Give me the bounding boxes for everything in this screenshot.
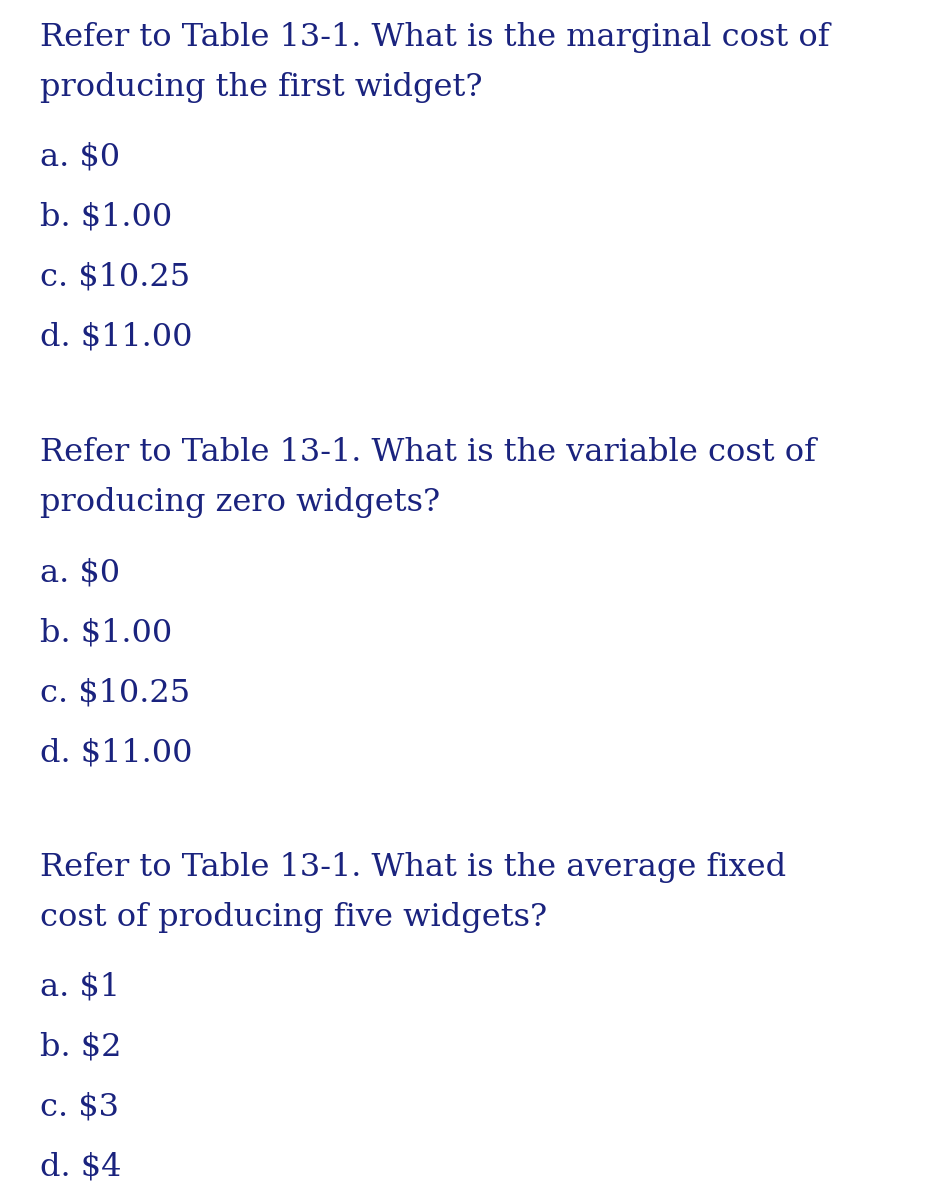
Text: c. $10.25: c. $10.25 (40, 262, 190, 293)
Text: b. $1.00: b. $1.00 (40, 202, 172, 233)
Text: producing the first widget?: producing the first widget? (40, 72, 482, 103)
Text: b. $2: b. $2 (40, 1032, 122, 1063)
Text: c. $3: c. $3 (40, 1092, 119, 1123)
Text: a. $0: a. $0 (40, 142, 120, 173)
Text: cost of producing five widgets?: cost of producing five widgets? (40, 902, 547, 934)
Text: d. $11.00: d. $11.00 (40, 322, 193, 353)
Text: Refer to Table 13-1. What is the variable cost of: Refer to Table 13-1. What is the variabl… (40, 437, 816, 468)
Text: Refer to Table 13-1. What is the marginal cost of: Refer to Table 13-1. What is the margina… (40, 22, 830, 53)
Text: d. $11.00: d. $11.00 (40, 737, 193, 768)
Text: Refer to Table 13-1. What is the average fixed: Refer to Table 13-1. What is the average… (40, 852, 786, 883)
Text: c. $10.25: c. $10.25 (40, 677, 190, 708)
Text: d. $4: d. $4 (40, 1152, 122, 1183)
Text: a. $0: a. $0 (40, 557, 120, 588)
Text: producing zero widgets?: producing zero widgets? (40, 487, 440, 518)
Text: b. $1.00: b. $1.00 (40, 617, 172, 648)
Text: a. $1: a. $1 (40, 972, 120, 1003)
